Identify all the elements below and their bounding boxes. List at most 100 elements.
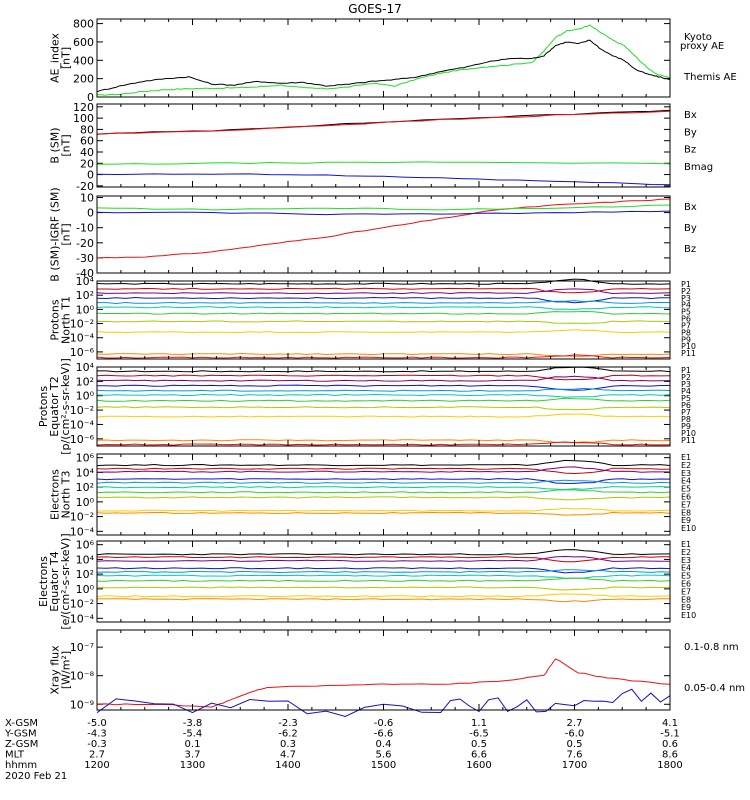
panel-7-ytick-label: 10⁻⁷ xyxy=(70,641,94,654)
panel-3-ylabel-1: North T1 xyxy=(60,296,73,344)
xaxis-value: 1.1 xyxy=(471,718,487,729)
legend-b_sm_igrf-0: Bx xyxy=(684,202,697,213)
panel-5-ytick-label: 10⁶ xyxy=(76,452,95,465)
panel-6-ylabel-2: [e/(cm²-s-sr-keV)] xyxy=(59,533,72,629)
legend-protons_north-3: P4 xyxy=(681,301,691,310)
xaxis-value: 0.3 xyxy=(280,739,296,750)
xaxis-value: 1600 xyxy=(466,760,491,771)
legend-xray-1: 0.05-0.4 nm xyxy=(684,683,745,694)
legend-protons_north-0: P1 xyxy=(681,280,691,289)
legend-protons_north-1: P2 xyxy=(681,287,691,296)
series-electrons_equator-9 xyxy=(96,598,671,603)
series-electrons_equator-8 xyxy=(96,593,671,598)
series-electrons_north-9 xyxy=(96,511,671,516)
series-electrons_north-5 xyxy=(96,486,671,491)
legend-electrons_north-4: E5 xyxy=(681,485,691,494)
legend-protons_north-4: P5 xyxy=(681,308,691,317)
panel-7-ytick-label: 10⁻⁸ xyxy=(70,670,95,683)
legend-electrons_north-3: E4 xyxy=(681,477,691,486)
panel-4-ytick-label: 10⁻⁶ xyxy=(70,433,95,446)
legend-protons_north-5: P6 xyxy=(681,315,691,324)
panel-3-ylabel-0: Protons xyxy=(49,299,62,340)
xaxis-value: -0.6 xyxy=(374,718,394,729)
xaxis-value: -5.0 xyxy=(87,718,107,729)
panel-3-ytick-label: 10⁻⁴ xyxy=(70,332,95,345)
series-protons_equator-1 xyxy=(96,374,671,381)
legend-protons_equator-2: P3 xyxy=(681,380,691,389)
panel-2-ylabel-0: B (SM)-IGRF (SM) xyxy=(49,187,62,281)
panel-b_sm_igrf: B (SM)-IGRF (SM)[nT]100-10-20-30-40BxByB… xyxy=(49,187,697,281)
xaxis-value: 8.6 xyxy=(662,750,678,761)
panel-6-ytick-label: 10² xyxy=(76,568,94,581)
panel-7-ylabel-0: Xray flux xyxy=(49,645,62,695)
xaxis-value: 6.6 xyxy=(471,750,487,761)
panel-1-ytick-label: 60 xyxy=(80,135,94,148)
legend-ae-1: proxy AE xyxy=(680,41,724,52)
series-electrons_north-8 xyxy=(96,507,671,512)
series-electrons_north-0 xyxy=(96,459,671,467)
panel-0-ytick-label: 200 xyxy=(73,73,94,86)
xaxis-value: 4.7 xyxy=(280,750,296,761)
series-protons_equator-4 xyxy=(96,387,671,392)
panel-5-ytick-label: 10² xyxy=(76,481,94,494)
xaxis-value: -6.6 xyxy=(374,729,394,740)
xaxis-value: 2.7 xyxy=(89,750,105,761)
series-b_sm_igrf-1 xyxy=(96,204,671,211)
xaxis-value: -4.3 xyxy=(87,729,107,740)
legend-protons_north-7: P8 xyxy=(681,328,691,337)
panel-xray_flux: Xray flux[W/m²]10⁻⁷ 10⁻⁸ 10⁻⁹ 0.1-0.8 nm 0.0… xyxy=(49,629,745,718)
panel-5-ylabel-1: North T3 xyxy=(60,471,73,519)
panel-5-ytick-label: 10⁰ xyxy=(76,496,95,509)
panel-1-ytick-label: 80 xyxy=(80,123,94,136)
legend-electrons_equator-5: E6 xyxy=(681,580,691,589)
legend-protons_equator-3: P4 xyxy=(681,387,691,396)
series-electrons_equator-3 xyxy=(96,567,671,574)
panel-4-ytick-label: 10⁴ xyxy=(76,361,95,374)
date-label: 2020 Feb 21 xyxy=(5,771,67,782)
legend-ae-0: Kyoto xyxy=(684,32,712,43)
xaxis-value: 0.5 xyxy=(567,739,583,750)
xaxis-row-label-2: Z-GSM xyxy=(5,739,38,750)
panel-3-ytick-label: 10⁰ xyxy=(76,303,95,316)
panel-5-ylabel-0: Electrons xyxy=(49,469,62,520)
legend-electrons_north-9: E10 xyxy=(681,524,696,533)
panel-1-ylabel-0: B (SM) xyxy=(49,127,62,163)
series-protons_north-7 xyxy=(96,320,671,324)
series-b_sm_igrf-0 xyxy=(96,198,671,259)
legend-electrons_north-8: E9 xyxy=(681,516,691,525)
figure-title: GOES-17 xyxy=(348,2,402,16)
panel-0-ytick-label: 600 xyxy=(73,36,94,49)
series-electrons_equator-1 xyxy=(96,556,670,563)
panel-4-ytick-label: 10⁻² xyxy=(70,404,94,417)
legend-b_sm-2: Bz xyxy=(684,145,696,156)
series-protons_north-2 xyxy=(96,288,671,295)
panel-3-ytick-label: 10⁻⁶ xyxy=(70,346,95,359)
panel-0-ytick-label: 400 xyxy=(73,54,94,67)
legend-protons_equator-7: P8 xyxy=(681,415,691,424)
xaxis-value: -0.3 xyxy=(87,739,107,750)
series-ae_index-1 xyxy=(96,39,671,93)
legend-electrons_equator-7: E8 xyxy=(681,595,691,604)
series-protons_north-3 xyxy=(96,296,671,304)
xaxis-row-label-3: MLT xyxy=(5,750,25,761)
panel-3-ytick-label: 10⁴ xyxy=(76,275,95,288)
legend-electrons_equator-0: E1 xyxy=(681,540,691,549)
series-protons_equator-6 xyxy=(96,397,671,402)
xaxis-row-label-4: hhmm xyxy=(5,760,37,771)
panel-4-ytick-label: 10² xyxy=(76,375,94,388)
panel-6-frame xyxy=(96,540,671,623)
legend-protons_north-10: P11 xyxy=(681,349,696,358)
legend-protons_north-2: P3 xyxy=(681,294,691,303)
xaxis-value: -6.5 xyxy=(469,729,489,740)
legend-protons_north-8: P9 xyxy=(681,335,691,344)
panel-0-ylabel-1: [nT] xyxy=(60,47,73,69)
legend-protons_north-9: P10 xyxy=(681,342,696,351)
legend-electrons_north-0: E1 xyxy=(681,453,691,462)
legend-protons_equator-5: P6 xyxy=(681,401,691,410)
